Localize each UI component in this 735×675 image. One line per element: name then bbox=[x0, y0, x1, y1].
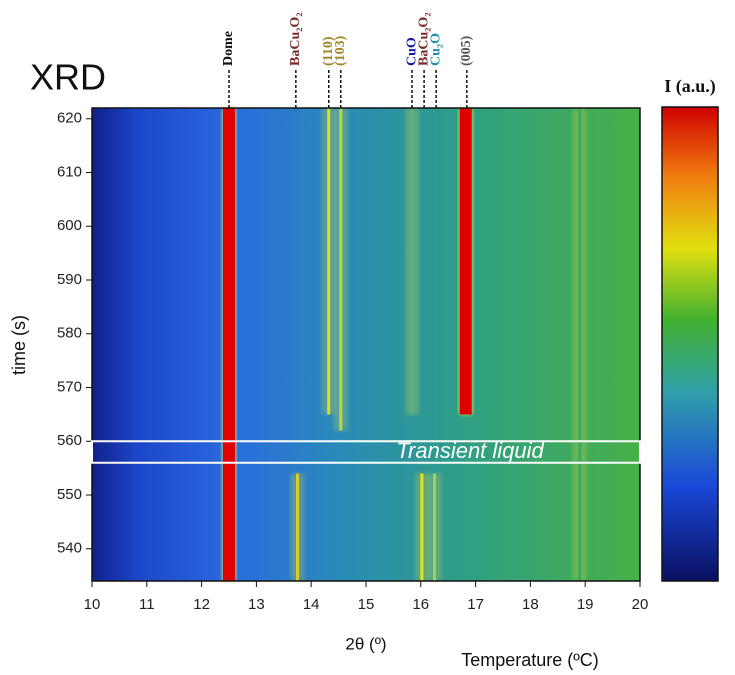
x-tick-label: 18 bbox=[522, 596, 539, 613]
x-tick-label: 14 bbox=[303, 596, 320, 613]
x-axis-label: 2θ (º) bbox=[345, 634, 386, 653]
x-tick-label: 10 bbox=[84, 596, 101, 613]
y-tick-label: 580 bbox=[57, 325, 82, 342]
peak-label: BaCu₂O₂ bbox=[288, 12, 303, 66]
x-tick-label: 19 bbox=[577, 596, 594, 613]
peak-label: (103) bbox=[333, 35, 348, 66]
x-tick-label: 13 bbox=[248, 596, 265, 613]
x-tick-label: 12 bbox=[193, 596, 210, 613]
streak bbox=[223, 108, 235, 581]
plot-background bbox=[92, 108, 640, 581]
chart-title: XRD bbox=[30, 57, 106, 98]
peak-label: (005) bbox=[459, 35, 474, 66]
y-axis-label: time (s) bbox=[9, 315, 29, 375]
y-tick-label: 590 bbox=[57, 271, 82, 288]
x-tick-label: 20 bbox=[632, 596, 649, 613]
x-tick-label: 11 bbox=[139, 596, 155, 613]
peak-label: (110) bbox=[321, 36, 336, 66]
peak-label: Cu₂O bbox=[428, 33, 443, 66]
x-tick-label: 16 bbox=[412, 596, 429, 613]
colorbar-label: I (a.u.) bbox=[664, 76, 716, 97]
peak-label: BaCu₂O₂ bbox=[416, 12, 431, 66]
y-tick-label: 610 bbox=[57, 163, 82, 180]
colorbar bbox=[661, 106, 719, 582]
y-tick-label: 620 bbox=[57, 110, 82, 127]
streak bbox=[459, 108, 472, 415]
streak bbox=[327, 108, 331, 415]
x-tick-label: 15 bbox=[358, 596, 375, 613]
y-tick-label: 550 bbox=[57, 486, 82, 503]
streak bbox=[578, 108, 582, 581]
peak-label: CuO bbox=[404, 37, 419, 66]
streak bbox=[296, 473, 299, 581]
streak bbox=[433, 473, 436, 581]
secondary-label: Temperature (ºC) bbox=[461, 650, 599, 670]
y-tick-label: 560 bbox=[57, 432, 82, 449]
streak bbox=[410, 108, 414, 415]
annotation-box bbox=[91, 440, 641, 464]
streak bbox=[420, 473, 424, 581]
annotation-text: Transient liquid bbox=[396, 438, 544, 463]
streak bbox=[339, 108, 343, 431]
y-tick-label: 600 bbox=[57, 217, 82, 234]
peak-label: Dome bbox=[221, 31, 236, 66]
y-tick-label: 570 bbox=[57, 378, 82, 395]
y-tick-label: 540 bbox=[57, 540, 82, 557]
x-tick-label: 17 bbox=[467, 596, 484, 613]
